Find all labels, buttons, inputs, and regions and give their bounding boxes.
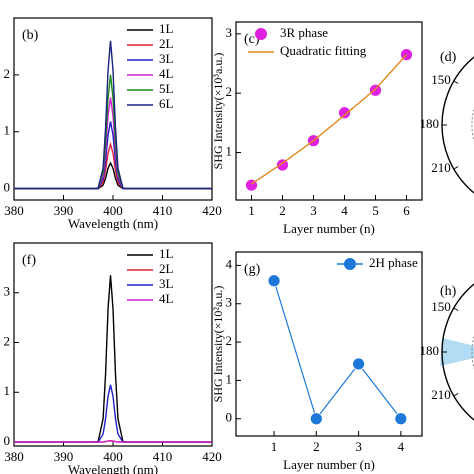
polar-tick-label: 180 [420,116,440,131]
x-tick-label: 390 [54,449,74,464]
y-axis-label: SHG Intensity(×10²a.u.) [211,286,225,403]
y-tick-label: 1 [4,123,11,138]
legend-label: 1L [159,21,174,36]
panel-label: (b) [22,28,39,43]
y-tick-label: 2 [4,333,11,348]
legend-label: 2H phase [369,255,418,270]
plot-frame [13,242,213,447]
polar-tick-label: 150 [431,72,451,87]
legend-label: 3L [159,276,174,291]
legend-label: 5L [159,81,174,96]
y-tick-label: 2 [226,333,233,348]
x-axis-label: Wavelength (nm) [68,462,158,474]
legend-label: Quadratic fitting [280,43,367,58]
plot-frame [235,251,423,437]
x-tick-label: 4 [341,203,348,218]
legend-label: 3R phase [280,25,328,40]
plot-area [245,48,413,192]
legend-marker [344,258,356,270]
series-line [14,384,212,443]
panel-label: (g) [244,262,261,277]
legend-label: 2L [159,36,174,51]
x-tick-label: 3 [310,203,317,218]
series-line [251,54,408,185]
x-tick-label: 380 [4,449,24,464]
x-tick-label: 410 [153,449,173,464]
polar-tick-label: 180 [420,343,440,358]
x-tick-label: 1 [248,203,255,218]
plot-area [14,275,212,443]
x-tick-label: 3 [355,439,362,454]
legend-label: 3L [159,51,174,66]
data-point [352,357,365,371]
polar-tick [453,393,459,397]
legend-label: 2L [159,261,174,276]
polar-tick [453,166,459,170]
x-axis-label: Layer number (n) [283,221,375,236]
x-tick-label: 380 [4,203,24,218]
y-tick-label: 4 [226,256,233,271]
y-axis-label: SHG Intensity(×10³a.u.) [211,53,225,170]
data-point [267,274,281,288]
polar-tick [453,307,459,311]
legend-label: 4L [159,66,174,81]
x-tick-label: 2 [313,439,320,454]
x-tick-label: 5 [372,203,379,218]
y-tick-label: 2 [226,84,233,99]
polar-tick-label: 210 [431,160,451,175]
panel-label: (f) [22,253,36,268]
series-line [14,141,212,190]
y-tick-label: 1 [4,383,11,398]
y-tick-label: 1 [226,371,233,386]
y-tick-label: 0 [4,433,11,448]
plot-area [14,40,212,190]
panel-label: (h) [440,284,457,299]
x-tick-label: 1 [271,439,278,454]
polar-tick [453,80,459,84]
x-tick-label: 410 [153,203,173,218]
x-tick-label: 4 [398,439,405,454]
x-tick-label: 2 [279,203,286,218]
data-point [338,106,351,120]
polar-lobe [440,338,474,366]
x-axis-label: Wavelength (nm) [68,216,158,231]
plot-frame [235,21,423,201]
data-point [394,412,408,426]
series-line [14,440,212,443]
x-axis-label: Layer number (n) [283,457,375,472]
y-tick-label: 0 [226,410,233,425]
legend-label: 6L [159,96,174,111]
legend-marker [255,28,267,40]
x-tick-label: 420 [202,449,222,464]
series-line [273,280,402,421]
y-tick-label: 0 [4,180,11,195]
y-tick-label: 2 [4,66,11,81]
y-tick-label: 3 [226,295,233,310]
series-line [14,97,212,190]
data-point [276,158,289,172]
plot-area [267,274,408,426]
polar-tick-label: 210 [431,387,451,402]
y-tick-label: 3 [226,25,233,40]
x-tick-label: 6 [403,203,410,218]
y-tick-label: 1 [226,144,233,159]
panel-label: (d) [440,50,457,65]
legend-label: 4L [159,291,174,306]
x-tick-label: 400 [103,449,123,464]
data-point [309,412,323,426]
series-line [14,161,212,190]
y-tick-label: 3 [4,284,11,299]
x-tick-label: 400 [103,203,123,218]
legend-label: 1L [159,246,174,261]
polar-tick-label: 150 [431,299,451,314]
series-line [14,275,212,443]
x-tick-label: 420 [202,203,222,218]
data-point [369,83,382,97]
x-tick-label: 390 [54,203,74,218]
series-line [14,40,212,190]
